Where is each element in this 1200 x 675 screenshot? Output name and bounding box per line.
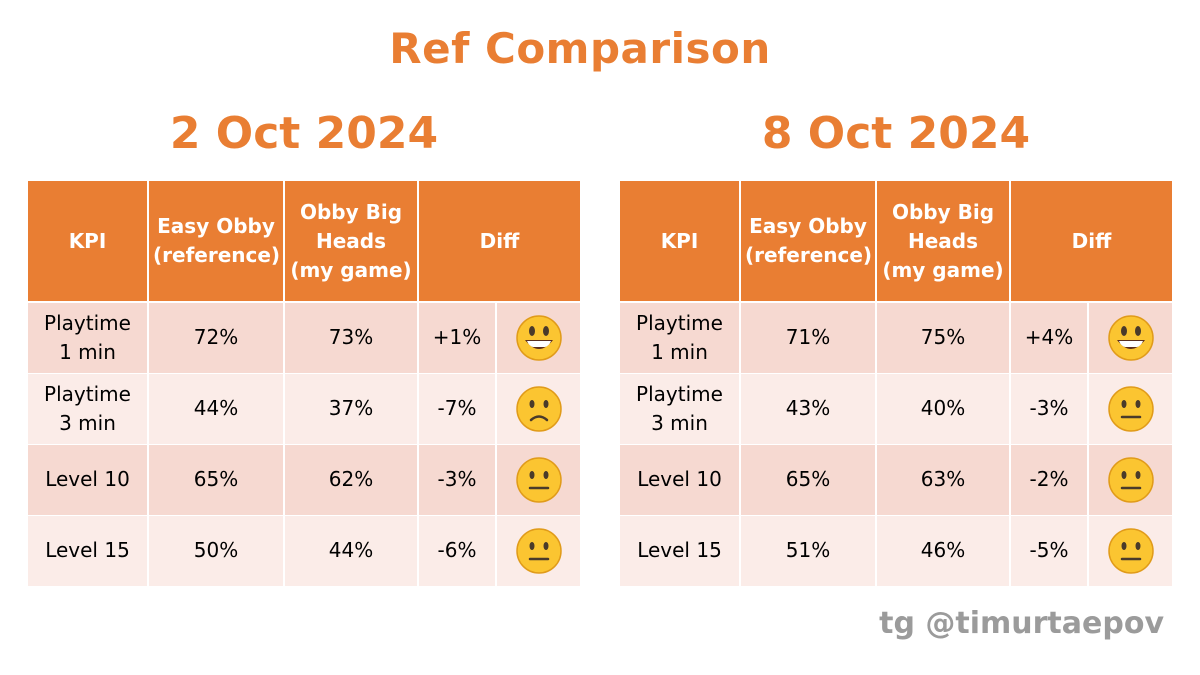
text-line: Easy Obby xyxy=(749,214,867,238)
neutral-face-icon xyxy=(1107,527,1154,574)
header-row: KPI Easy Obby (reference) Obby Big Heads (my … xyxy=(28,181,581,303)
header-kpi: KPI xyxy=(28,181,149,303)
kpi-cell: Playtime 1 min xyxy=(620,302,741,374)
header-row: KPI Easy Obby (reference) Obby Big Heads (my … xyxy=(620,181,1173,303)
text-line: 1 min xyxy=(651,339,708,364)
kpi-cell: Level 15 xyxy=(28,515,149,587)
text-line: Level 15 xyxy=(637,538,722,562)
text-line: 3 min xyxy=(651,410,708,435)
my-game-value-cell: 44% xyxy=(284,515,419,587)
text-line: Heads xyxy=(907,228,979,253)
text-line: Easy Obby xyxy=(157,214,275,238)
text-line: Playtime xyxy=(44,310,131,335)
diff-emoji-cell xyxy=(1088,302,1173,374)
panel-date-right: 8 Oct 2024 xyxy=(761,108,1031,159)
table-row: Playtime 3 min 43% 40% -3% xyxy=(620,373,1173,445)
reference-value-cell: 44% xyxy=(148,373,285,445)
text-line: (reference) xyxy=(153,243,281,267)
header-diff: Diff xyxy=(1010,181,1173,303)
text-line: (my game) xyxy=(290,257,412,282)
grinning-face-icon xyxy=(1107,315,1154,361)
diff-emoji-cell xyxy=(496,373,581,445)
diff-value-cell: -3% xyxy=(1010,373,1089,445)
text-line: Level 10 xyxy=(45,467,130,491)
neutral-face-icon xyxy=(1107,385,1154,432)
page-title: Ref Comparison xyxy=(389,24,771,73)
kpi-cell: Playtime 3 min xyxy=(620,373,741,445)
kpi-cell: Playtime 3 min xyxy=(28,373,149,445)
comparison-table-left: KPI Easy Obby (reference) Obby Big Heads (my … xyxy=(28,181,581,587)
diff-value-cell: -6% xyxy=(418,515,497,587)
table-row: Playtime 1 min 71% 75% +4% xyxy=(620,302,1173,374)
header-obby-big-heads: Obby Big Heads (my game) xyxy=(876,181,1011,303)
text-line: (my game) xyxy=(882,257,1004,282)
header-kpi: KPI xyxy=(620,181,741,303)
diff-emoji-cell xyxy=(1088,373,1173,445)
diff-value-cell: -2% xyxy=(1010,444,1089,516)
reference-value-cell: 51% xyxy=(740,515,877,587)
diff-value-cell: +1% xyxy=(418,302,497,374)
diff-value-cell: -5% xyxy=(1010,515,1089,587)
text-line: Playtime xyxy=(636,381,723,406)
diff-emoji-cell xyxy=(496,515,581,587)
reference-value-cell: 50% xyxy=(148,515,285,587)
kpi-cell: Playtime 1 min xyxy=(28,302,149,374)
text-line: 1 min xyxy=(59,339,116,364)
kpi-cell: Level 10 xyxy=(28,444,149,516)
my-game-value-cell: 46% xyxy=(876,515,1011,587)
diff-emoji-cell xyxy=(496,302,581,374)
text-line: Level 15 xyxy=(45,538,130,562)
text-line: Obby Big xyxy=(891,199,995,224)
kpi-cell: Level 10 xyxy=(620,444,741,516)
diff-value-cell: -7% xyxy=(418,373,497,445)
reference-value-cell: 43% xyxy=(740,373,877,445)
table-row: Level 15 51% 46% -5% xyxy=(620,515,1173,587)
diff-emoji-cell xyxy=(1088,444,1173,516)
comparison-table-right: KPI Easy Obby (reference) Obby Big Heads (my … xyxy=(620,181,1173,587)
my-game-value-cell: 40% xyxy=(876,373,1011,445)
panel-date-left: 2 Oct 2024 xyxy=(169,108,439,159)
text-line: (reference) xyxy=(745,243,873,267)
table-row: Playtime 3 min 44% 37% -7% xyxy=(28,373,581,445)
table-row: Level 10 65% 62% -3% xyxy=(28,444,581,516)
reference-value-cell: 65% xyxy=(148,444,285,516)
diff-emoji-cell xyxy=(1088,515,1173,587)
text-line: Obby Big xyxy=(299,199,403,224)
my-game-value-cell: 73% xyxy=(284,302,419,374)
neutral-face-icon xyxy=(515,456,562,503)
table-row: Playtime 1 min 72% 73% +1% xyxy=(28,302,581,374)
header-obby-big-heads: Obby Big Heads (my game) xyxy=(284,181,419,303)
grinning-face-icon xyxy=(515,315,562,361)
table-row: Level 10 65% 63% -2% xyxy=(620,444,1173,516)
table-row: Level 15 50% 44% -6% xyxy=(28,515,581,587)
text-line: Level 10 xyxy=(637,467,722,491)
text-line: 3 min xyxy=(59,410,116,435)
diff-value-cell: -3% xyxy=(418,444,497,516)
slightly-frowning-face-icon xyxy=(515,385,562,432)
text-line: Heads xyxy=(315,228,387,253)
kpi-cell: Level 15 xyxy=(620,515,741,587)
header-diff: Diff xyxy=(418,181,581,303)
reference-value-cell: 65% xyxy=(740,444,877,516)
reference-value-cell: 71% xyxy=(740,302,877,374)
neutral-face-icon xyxy=(515,527,562,574)
my-game-value-cell: 62% xyxy=(284,444,419,516)
header-easy-obby: Easy Obby (reference) xyxy=(740,181,877,303)
kpi-table: KPI Easy Obby (reference) Obby Big Heads (my … xyxy=(620,181,1173,587)
diff-emoji-cell xyxy=(496,444,581,516)
watermark: tg @timurtaepov xyxy=(879,606,1164,641)
text-line: Playtime xyxy=(44,381,131,406)
neutral-face-icon xyxy=(1107,456,1154,503)
kpi-table: KPI Easy Obby (reference) Obby Big Heads (my … xyxy=(28,181,581,587)
my-game-value-cell: 63% xyxy=(876,444,1011,516)
diff-value-cell: +4% xyxy=(1010,302,1089,374)
text-line: Playtime xyxy=(636,310,723,335)
my-game-value-cell: 75% xyxy=(876,302,1011,374)
my-game-value-cell: 37% xyxy=(284,373,419,445)
reference-value-cell: 72% xyxy=(148,302,285,374)
header-easy-obby: Easy Obby (reference) xyxy=(148,181,285,303)
